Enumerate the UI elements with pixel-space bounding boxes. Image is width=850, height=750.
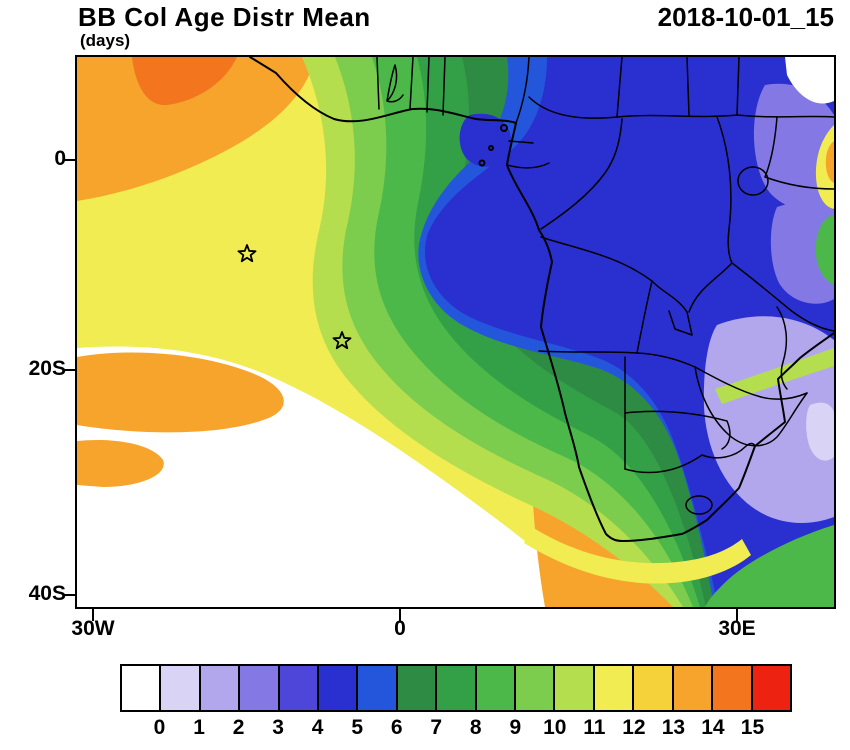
colorbar: 0 1 2 3 4 5 6 7 8 9 10 11 12 13 14 15 [120, 664, 792, 750]
star-marker-1 [237, 244, 257, 263]
contour-fills [77, 57, 834, 607]
colorbar-tick-label: 14 [701, 716, 725, 739]
colorbar-cell [713, 666, 753, 710]
star-marker-2 [332, 331, 352, 350]
colorbar-tick-label: 7 [430, 716, 443, 739]
colorbar-tick-label: 13 [661, 716, 686, 739]
colorbar-cell [634, 666, 674, 710]
colorbar-cells [120, 664, 792, 712]
coastline [249, 57, 834, 542]
colorbar-tick-label: 9 [509, 716, 522, 739]
x-axis-tick-label-30w: 30W [71, 617, 115, 640]
colorbar-tick-label: 15 [740, 716, 765, 739]
colorbar-tick-label: 5 [351, 716, 364, 739]
colorbar-cell [279, 666, 320, 710]
colorbar-cell [240, 666, 280, 710]
colorbar-cell [476, 666, 517, 710]
country-borders [376, 57, 834, 515]
colorbar-tick-label: 3 [272, 716, 284, 739]
colorbar-cell [358, 666, 398, 710]
plot-title: BB Col Age Distr Mean [78, 2, 371, 32]
colorbar-tick-label: 4 [311, 716, 324, 739]
colorbar-tick-label: 12 [622, 716, 646, 739]
plot-area [75, 55, 836, 609]
colorbar-cell [555, 666, 595, 710]
colorbar-labels: 0 1 2 3 4 5 6 7 8 9 10 11 12 13 14 15 [120, 716, 792, 746]
colorbar-cell [122, 666, 162, 710]
y-axis-tick-label-20s: 20S [28, 357, 66, 380]
axis-tick [63, 159, 75, 161]
timestamp-label: 2018-10-01_15 [657, 2, 834, 32]
colorbar-cell [200, 666, 241, 710]
units-label: (days) [80, 31, 131, 50]
colorbar-tick-label: 0 [153, 716, 166, 739]
x-axis-tick-label-30e: 30E [718, 617, 756, 640]
y-axis-tick-label-0: 0 [54, 147, 66, 170]
colorbar-cell [437, 666, 477, 710]
colorbar-tick-label: 8 [469, 716, 482, 739]
colorbar-tick-label: 6 [390, 716, 403, 739]
y-axis-tick-label-40s: 40S [28, 582, 66, 605]
colorbar-cell [516, 666, 556, 710]
axis-tick [399, 609, 401, 621]
colorbar-cell [397, 666, 438, 710]
colorbar-tick-label: 2 [232, 716, 245, 739]
colorbar-cell [319, 666, 359, 710]
colorbar-tick-label: 1 [193, 716, 205, 739]
africa-map [77, 57, 834, 607]
axis-tick [736, 609, 738, 621]
axis-tick [63, 369, 75, 371]
x-axis-tick-label-0: 0 [394, 617, 406, 640]
colorbar-tick-label: 10 [543, 716, 567, 739]
axis-tick [63, 594, 75, 596]
colorbar-cell [673, 666, 714, 710]
colorbar-cell [161, 666, 201, 710]
colorbar-tick-label: 11 [583, 716, 606, 739]
colorbar-cell [594, 666, 635, 710]
axis-tick [92, 609, 94, 621]
colorbar-cell [752, 666, 790, 710]
